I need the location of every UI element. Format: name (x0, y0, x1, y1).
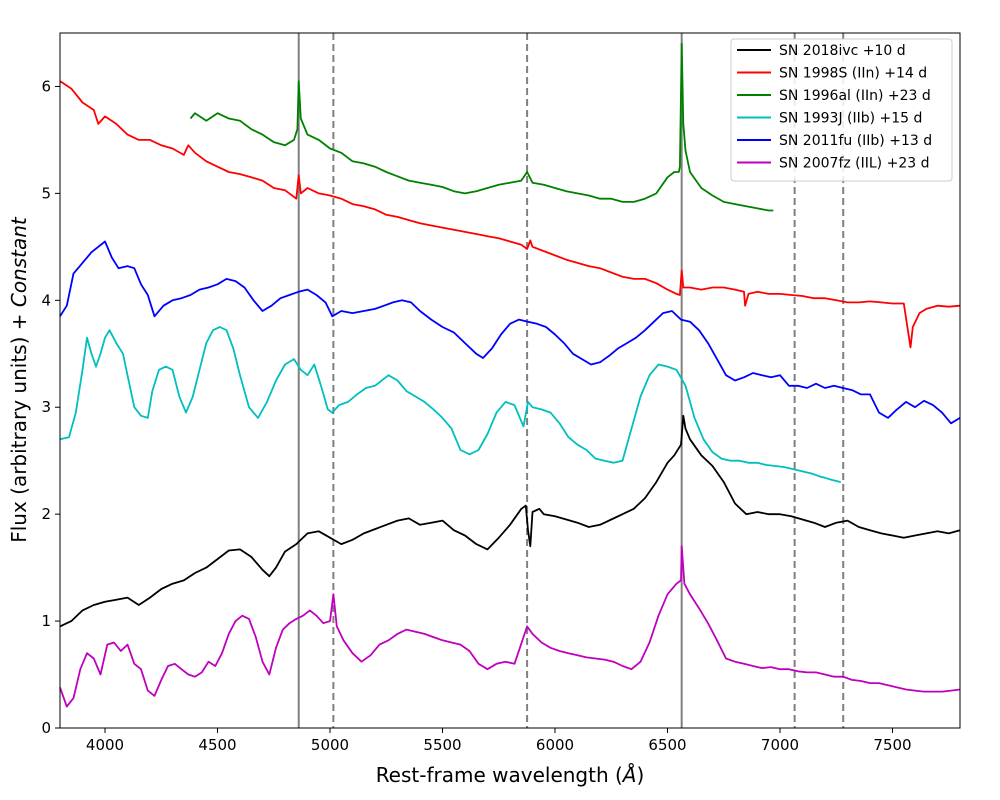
x-tick-label-5: 6500 (648, 736, 686, 754)
legend-label-2: SN 1996al (IIn) +23 d (779, 88, 931, 104)
series-line-3 (59, 326, 842, 483)
x-tick-label-2: 5000 (311, 736, 349, 754)
y-tick-label-6: 6 (41, 77, 51, 95)
y-tick-label-1: 1 (41, 612, 51, 630)
legend: SN 2018ivc +10 d SN 1998S (IIn) +14 d SN 1… (730, 38, 953, 182)
legend-box (730, 38, 953, 182)
y-axis-label: Flux (arbitrary units) + Constant (7, 216, 31, 543)
x-tick-label-4: 6000 (536, 736, 574, 754)
x-tick-label-1: 4500 (198, 736, 236, 754)
y-tick-label-3: 3 (41, 398, 51, 416)
series-line-4 (59, 240, 961, 425)
y-axis-label-main: Flux (arbitrary units) + (7, 307, 31, 543)
x-tick-label-3: 5500 (423, 736, 461, 754)
legend-label-1: SN 1998S (IIn) +14 d (779, 66, 927, 82)
x-tick-label-0: 4000 (86, 736, 124, 754)
x-tick-label-6: 7000 (761, 736, 799, 754)
y-axis-label-italic: Constant (7, 216, 31, 307)
x-axis-label-end: ) (636, 763, 644, 787)
spectra-series (59, 42, 961, 708)
series-line-1 (59, 80, 961, 349)
x-axis-label-main: Rest-frame wavelength ( (376, 763, 623, 787)
y-tick-label-4: 4 (41, 291, 51, 309)
x-axis-ticks: 4000 4500 5000 5500 6000 6500 7000 7500 (86, 728, 912, 754)
series-line-0 (59, 414, 961, 628)
y-tick-label-5: 5 (41, 184, 51, 202)
legend-label-3: SN 1993J (IIb) +15 d (779, 111, 922, 127)
y-axis-ticks: 0 1 2 3 4 5 6 (41, 77, 60, 737)
series-line-5 (59, 545, 961, 708)
x-axis-label-unit: Å (621, 763, 637, 787)
y-tick-label-0: 0 (41, 719, 51, 737)
x-axis-label: Rest-frame wavelength (Å) (376, 763, 645, 787)
series-line-2 (189, 42, 774, 212)
plot-frame (59, 32, 961, 729)
legend-label-0: SN 2018ivc +10 d (779, 43, 906, 59)
x-tick-label-7: 7500 (873, 736, 911, 754)
legend-label-4: SN 2011fu (IIb) +13 d (779, 133, 932, 149)
y-tick-label-2: 2 (41, 505, 51, 523)
legend-label-5: SN 2007fz (IIL) +23 d (779, 156, 929, 172)
